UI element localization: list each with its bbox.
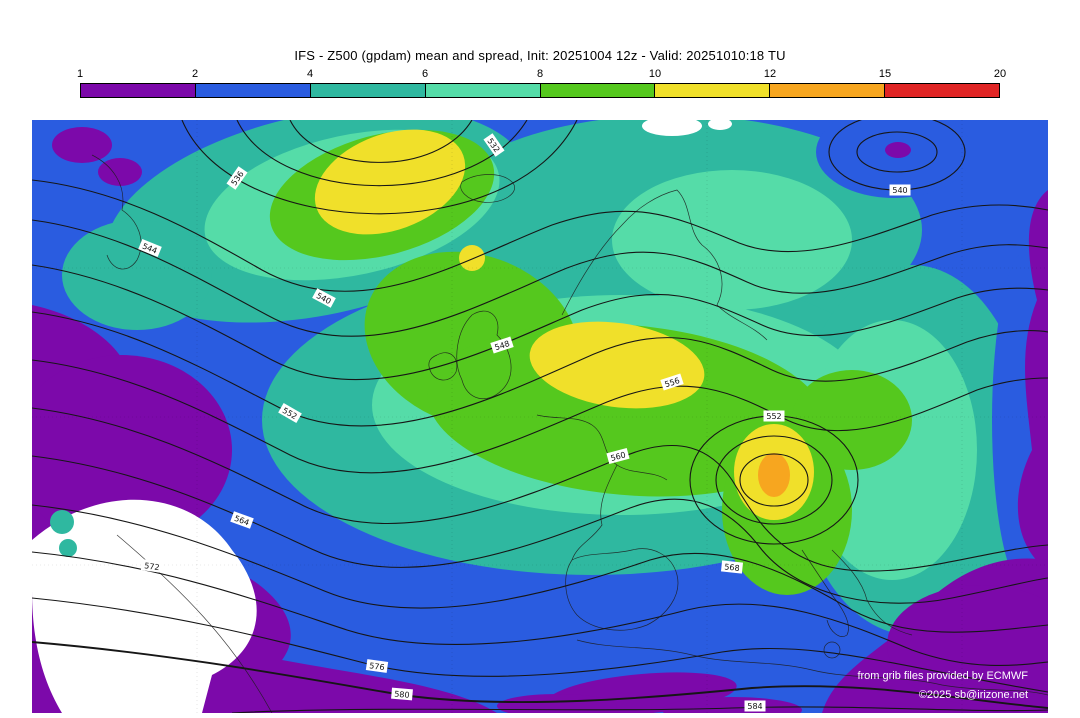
contour-label: 560 (606, 447, 630, 465)
coastlines (91, 154, 1048, 713)
svg-text:552: 552 (766, 412, 781, 421)
graticule (32, 120, 1048, 713)
colorbar-tick-label: 2 (191, 68, 199, 80)
contour-label: 576 (365, 659, 389, 673)
colorbar-segment (309, 84, 425, 97)
contour-label: 584 (744, 700, 766, 712)
spread-purple-overlay (497, 142, 1048, 713)
colorbar-tick-label: 6 (421, 68, 429, 80)
colorbar-segment (194, 84, 310, 97)
svg-text:568: 568 (724, 562, 740, 573)
svg-text:560: 560 (610, 450, 627, 463)
colorbar-segments (80, 83, 1000, 98)
colorbar-segment (539, 84, 655, 97)
spread-yellow-layer (314, 129, 814, 520)
colorbar: 1 2 4 6 8 10 12 15 20 (76, 68, 1006, 98)
contour-label: 564 (230, 511, 254, 529)
svg-text:576: 576 (369, 661, 385, 672)
svg-text:540: 540 (892, 186, 907, 195)
credits-source: from grib files provided by ECMWF (857, 669, 1028, 682)
svg-text:548: 548 (494, 339, 511, 352)
colorbar-segment (81, 84, 195, 97)
svg-text:580: 580 (394, 690, 410, 700)
credits-copyright: ©2025 sb@irizone.net (918, 688, 1028, 701)
svg-text:584: 584 (747, 702, 762, 711)
svg-text:556: 556 (664, 376, 681, 389)
spread-orange-layer (758, 453, 790, 497)
contour-label: 572 (140, 559, 164, 573)
contour-label: 552 (763, 410, 785, 422)
colorbar-segment (884, 84, 999, 97)
contour-label: 540 (889, 184, 911, 196)
colorbar-tick-label: 15 (878, 68, 892, 80)
colorbar-tick-label: 8 (536, 68, 544, 80)
contour-label: 568 (720, 560, 744, 574)
spread-white-overlay (642, 120, 732, 136)
svg-text:572: 572 (144, 561, 160, 572)
colorbar-tick-label: 1 (76, 68, 84, 80)
colorbar-tick-label: 20 (993, 68, 1007, 80)
credits: from grib files provided by ECMWF ©2025 … (857, 667, 1028, 706)
colorbar-tick-label: 4 (306, 68, 314, 80)
weather-map: 536 532 540 540 544 548 552 552 556 560 564 568 572 5… (32, 120, 1048, 713)
mean-contours (32, 120, 1048, 713)
spread-white-layer (32, 499, 257, 713)
colorbar-ticks: 1 2 4 6 8 10 12 15 20 (76, 68, 1006, 83)
colorbar-segment (424, 84, 540, 97)
chart-title: IFS - Z500 (gpdam) mean and spread, Init… (294, 48, 786, 63)
colorbar-segment (769, 84, 885, 97)
colorbar-segment (654, 84, 770, 97)
contour-label: 556 (660, 373, 684, 391)
colorbar-tick-label: 10 (648, 68, 662, 80)
contour-label: 548 (490, 336, 514, 354)
colorbar-tick-label: 12 (763, 68, 777, 80)
contour-label: 580 (391, 687, 413, 701)
